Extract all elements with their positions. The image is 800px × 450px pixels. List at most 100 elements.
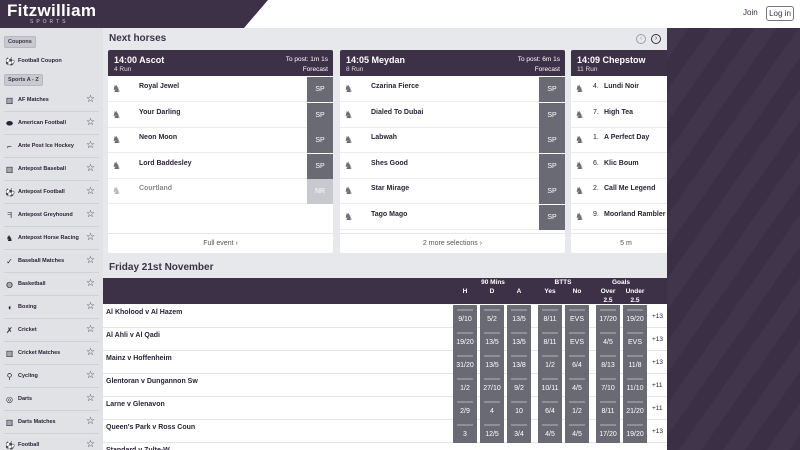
- sidebar-item[interactable]: ⌐ Ante Post Ice Hockey ☆: [0, 136, 103, 158]
- card-footer-link[interactable]: Full event ›: [108, 233, 333, 253]
- race-time-venue[interactable]: 14:00 Ascot: [114, 55, 165, 65]
- odds-button[interactable]: 13/5: [480, 328, 504, 351]
- race-card-header[interactable]: 14:09 Chepstow 11 Run: [571, 50, 667, 76]
- odds-button[interactable]: 13/5: [507, 305, 531, 328]
- runner-row[interactable]: ♞ 6. Klic Boum: [571, 154, 667, 179]
- runner-row[interactable]: ♞ Royal Jewel SP: [108, 77, 333, 102]
- odds-button[interactable]: 4/5: [538, 420, 562, 443]
- price-button[interactable]: SP: [539, 179, 565, 204]
- more-markets-link[interactable]: +13: [652, 359, 664, 366]
- odds-button[interactable]: 13/5: [507, 328, 531, 351]
- runner-row[interactable]: ♞ 9. Moorland Rambler: [571, 205, 667, 230]
- odds-button[interactable]: 4/5: [596, 328, 620, 351]
- fixture-teams[interactable]: Mainz v Hoffenheim: [106, 355, 172, 362]
- fixture-teams[interactable]: Glentoran v Dungannon Sw: [106, 378, 198, 385]
- sidebar-item[interactable]: ▥ Cricket Matches ☆: [0, 343, 103, 365]
- odds-button[interactable]: 5/2: [480, 305, 504, 328]
- more-markets-link[interactable]: +13: [652, 428, 664, 435]
- odds-button[interactable]: 10/11: [538, 374, 562, 397]
- odds-button[interactable]: 8/13: [596, 351, 620, 374]
- star-icon[interactable]: ☆: [86, 301, 95, 312]
- runner-row[interactable]: ♞ Shes Good SP: [340, 153, 565, 179]
- sidebar-item[interactable]: ᖷ Antepost Greyhound ☆: [0, 205, 103, 227]
- odds-button[interactable]: EVS: [623, 328, 647, 351]
- star-icon[interactable]: ☆: [86, 347, 95, 358]
- runner-row[interactable]: ♞ Tago Mago SP: [340, 204, 565, 230]
- fixture-row[interactable]: Standard v Zulte-W: [103, 443, 667, 450]
- star-icon[interactable]: ☆: [86, 324, 95, 335]
- fixture-row[interactable]: Queen's Park v Ross Coun 3 12/5 3/4 4/5 4/5 17…: [103, 420, 667, 443]
- price-button[interactable]: SP: [539, 128, 565, 153]
- star-icon[interactable]: ☆: [86, 94, 95, 105]
- runner-row[interactable]: ♞ Neon Moon SP: [108, 128, 333, 153]
- logo[interactable]: Fitzwilliam: [7, 1, 97, 20]
- price-button[interactable]: SP: [539, 77, 565, 102]
- next-arrow-icon[interactable]: ›: [651, 34, 661, 44]
- race-time-venue[interactable]: 14:09 Chepstow: [577, 55, 646, 65]
- runner-row[interactable]: ♞ 7. High Tea: [571, 103, 667, 128]
- star-icon[interactable]: ☆: [86, 232, 95, 243]
- odds-button[interactable]: 4/5: [565, 374, 589, 397]
- odds-button[interactable]: 11/8: [623, 351, 647, 374]
- sidebar-item[interactable]: ▥ Antepost Baseball ☆: [0, 159, 103, 181]
- fixture-row[interactable]: Mainz v Hoffenheim 31/20 13/5 13/8 1/2 6/4 8/1…: [103, 351, 667, 374]
- odds-button[interactable]: 19/20: [623, 305, 647, 328]
- brand-block[interactable]: Fitzwilliam SPORTS: [0, 0, 268, 28]
- odds-button[interactable]: 27/10: [480, 374, 504, 397]
- star-icon[interactable]: ☆: [86, 255, 95, 266]
- odds-button[interactable]: 1/2: [565, 397, 589, 420]
- star-icon[interactable]: ☆: [86, 370, 95, 381]
- sidebar-item[interactable]: ◎ Darts ☆: [0, 389, 103, 411]
- price-button[interactable]: SP: [539, 204, 565, 230]
- odds-button[interactable]: 1/2: [453, 374, 477, 397]
- star-icon[interactable]: ☆: [86, 439, 95, 450]
- odds-button[interactable]: 13/5: [480, 351, 504, 374]
- race-time-venue[interactable]: 14:05 Meydan: [346, 55, 406, 65]
- fixture-teams[interactable]: Larne v Glenavon: [106, 401, 165, 408]
- odds-button[interactable]: 1/2: [538, 351, 562, 374]
- odds-button[interactable]: 3: [453, 420, 477, 443]
- sidebar-item[interactable]: ◖ Boxing ☆: [0, 297, 103, 319]
- prev-arrow-icon[interactable]: ‹: [636, 34, 646, 44]
- sidebar-item[interactable]: ⬬ American Football ☆: [0, 113, 103, 135]
- odds-button[interactable]: 19/20: [453, 328, 477, 351]
- card-footer-link[interactable]: 5 m: [571, 233, 667, 253]
- odds-button[interactable]: 13/8: [507, 351, 531, 374]
- odds-button[interactable]: 3/4: [507, 420, 531, 443]
- odds-button[interactable]: 4/5: [565, 420, 589, 443]
- fixture-row[interactable]: Al Ahli v Al Qadi 19/20 13/5 13/5 8/11 EVS 4/5…: [103, 328, 667, 351]
- odds-button[interactable]: 12/5: [480, 420, 504, 443]
- odds-button[interactable]: 8/11: [538, 328, 562, 351]
- more-markets-link[interactable]: +11: [652, 405, 663, 412]
- fixture-row[interactable]: Al Kholood v Al Hazem 9/10 5/2 13/5 8/11 EVS 1…: [103, 305, 667, 328]
- race-card-header[interactable]: 14:05 Meydan 8 Run To post: 6m 1s Forecast: [340, 50, 565, 76]
- odds-button[interactable]: 6/4: [538, 397, 562, 420]
- sidebar-item[interactable]: ◍ Basketball ☆: [0, 274, 103, 296]
- runner-row[interactable]: ♞ Dialed To Dubai SP: [340, 102, 565, 128]
- odds-button[interactable]: EVS: [565, 305, 589, 328]
- more-markets-link[interactable]: +11: [652, 382, 663, 389]
- join-button[interactable]: Join: [743, 8, 758, 17]
- price-button[interactable]: SP: [307, 77, 333, 102]
- price-button[interactable]: NR: [307, 179, 333, 204]
- sidebar-item[interactable]: ⚽ Antepost Football ☆: [0, 182, 103, 204]
- star-icon[interactable]: ☆: [86, 209, 95, 220]
- odds-button[interactable]: 10: [507, 397, 531, 420]
- sidebar-item[interactable]: ▥ AF Matches ☆: [0, 90, 103, 112]
- odds-button[interactable]: 8/11: [538, 305, 562, 328]
- price-button[interactable]: SP: [539, 153, 565, 179]
- price-button[interactable]: SP: [307, 102, 333, 128]
- odds-button[interactable]: 6/4: [565, 351, 589, 374]
- runner-row[interactable]: ♞ 4. Lundi Noir: [571, 77, 667, 102]
- race-card-header[interactable]: 14:00 Ascot 4 Run To post: 1m 1s Forecast: [108, 50, 333, 76]
- fixture-teams[interactable]: Standard v Zulte-W: [106, 447, 170, 450]
- odds-button[interactable]: 4: [480, 397, 504, 420]
- star-icon[interactable]: ☆: [86, 416, 95, 427]
- runner-row[interactable]: ♞ Czarina Fierce SP: [340, 77, 565, 102]
- sidebar-item[interactable]: ▥ Darts Matches ☆: [0, 412, 103, 434]
- star-icon[interactable]: ☆: [86, 278, 95, 289]
- star-icon[interactable]: ☆: [86, 163, 95, 174]
- odds-button[interactable]: 11/10: [623, 374, 647, 397]
- star-icon[interactable]: ☆: [86, 393, 95, 404]
- fixture-row[interactable]: Larne v Glenavon 2/9 4 10 6/4 1/2 8/11 21/20 +11: [103, 397, 667, 420]
